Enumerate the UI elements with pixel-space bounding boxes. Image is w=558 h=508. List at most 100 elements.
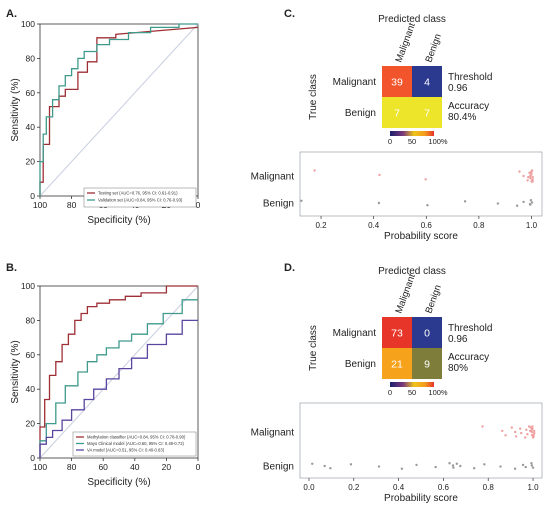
malignant-point — [313, 169, 316, 172]
malignant-point — [481, 425, 484, 428]
strip-category-label: Benign — [263, 199, 294, 210]
x-tick-label: 40 — [130, 462, 140, 472]
benign-point — [311, 462, 314, 465]
strip-x-tick-label: 0.4 — [368, 221, 380, 230]
strip-category-label: Malignant — [251, 172, 295, 183]
benign-point — [483, 463, 486, 466]
benign-point — [459, 464, 462, 468]
threshold-value: 0.96 — [448, 83, 468, 94]
strip-x-tick-label: 1.0 — [526, 221, 538, 230]
y-tick-label: 60 — [26, 88, 36, 98]
cm-cell — [382, 317, 412, 348]
cm-y-axis-label: True class — [308, 325, 319, 371]
strip-frame — [299, 402, 543, 479]
benign-point — [434, 465, 437, 469]
x-tick-label: 80 — [67, 200, 77, 210]
strip-x-tick-label: 0.8 — [473, 221, 485, 230]
colorbar — [390, 131, 434, 136]
malignant-point — [514, 435, 518, 438]
accuracy-value: 80.4% — [448, 112, 476, 123]
cm-column-label: Malignant — [393, 21, 418, 64]
threshold-label: Threshold — [448, 72, 492, 83]
benign-point — [529, 203, 532, 206]
colorbar-tick-label: 50 — [408, 137, 416, 146]
benign-point — [426, 204, 429, 207]
benign-point — [329, 467, 332, 470]
roc-series-line-1 — [39, 299, 198, 458]
threshold-value: 0.96 — [448, 334, 468, 345]
cm-row-label: Benign — [345, 108, 376, 119]
y-tick-label: 40 — [26, 384, 36, 394]
colorbar-tick-label: 50 — [408, 388, 416, 397]
cm-cell-value: 7 — [394, 108, 400, 120]
benign-point — [455, 462, 459, 465]
benign-point — [496, 202, 500, 205]
x-tick-label: 20 — [162, 462, 172, 472]
y-tick-label: 40 — [26, 122, 36, 132]
malignant-point — [424, 178, 427, 181]
legend-entry: Validation set (AUC=0.84, 95% CI: 0.76-0… — [98, 198, 183, 203]
cm-cell — [412, 97, 442, 128]
strip-x-tick-label: 0.4 — [393, 483, 405, 492]
benign-point — [529, 199, 533, 202]
malignant-point — [526, 179, 529, 182]
malignant-point — [520, 431, 523, 435]
cm-row-label: Malignant — [333, 77, 377, 88]
benign-point — [448, 462, 451, 465]
accuracy-value: 80% — [448, 363, 468, 374]
x-tick-label: 60 — [98, 462, 108, 472]
x-tick-label: 100 — [33, 462, 47, 472]
strip-x-tick-label: 1.0 — [527, 483, 539, 492]
cm-cell — [412, 66, 442, 97]
malignant-point — [530, 428, 534, 431]
cm-column-label: Benign — [423, 32, 443, 64]
malignant-point — [501, 429, 504, 433]
cm-column-label: Malignant — [393, 272, 418, 315]
y-tick-label: 20 — [26, 419, 36, 429]
cm-cell-value: 7 — [424, 108, 430, 120]
malignant-point — [530, 430, 534, 434]
colorbar-tick-label: 0 — [388, 388, 392, 397]
legend-entry: Methylation classifier (AUC=0.84, 95% CI… — [87, 435, 186, 440]
legend-box — [72, 431, 197, 457]
benign-point — [530, 464, 534, 467]
benign-point — [530, 201, 534, 204]
colorbar-tick-label: 100% — [428, 388, 448, 397]
malignant-point — [529, 177, 532, 180]
malignant-point — [530, 426, 534, 429]
strip-x-tick-label: 0.0 — [303, 483, 315, 492]
cm-cell — [412, 317, 442, 348]
malignant-point — [504, 434, 507, 437]
colorbar-tick-label: 0 — [388, 137, 392, 146]
benign-point — [524, 465, 527, 469]
malignant-point — [513, 430, 517, 434]
benign-point — [400, 467, 404, 470]
accuracy-label: Accuracy — [448, 101, 489, 112]
strip-plot-D-strip: Malignant Benign 0.0 0.2 0.4 0.6 0.8 1.0 Probabi… — [251, 402, 543, 504]
strip-plot-C-strip: Malignant Benign 0.2 0.4 0.6 0.8 1.0 Probabilit… — [251, 151, 543, 242]
strip-x-tick-label: 0.6 — [438, 483, 450, 492]
y-tick-label: 20 — [26, 157, 36, 167]
strip-x-tick-label: 0.2 — [315, 221, 327, 230]
benign-point — [300, 199, 303, 202]
strip-x-tick-label: 0.8 — [483, 483, 495, 492]
x-tick-label: 0 — [196, 200, 201, 210]
malignant-point — [529, 171, 533, 174]
strip-x-axis-label: Probability score — [384, 493, 458, 504]
cm-y-axis-label: True class — [308, 74, 319, 120]
benign-point — [349, 463, 353, 466]
cm-cell — [412, 348, 442, 379]
cm-cell-value: 9 — [424, 359, 430, 371]
benign-point — [515, 204, 519, 207]
benign-point — [513, 467, 517, 470]
cm-row-label: Malignant — [333, 328, 377, 339]
benign-point — [377, 465, 381, 468]
legend-box — [83, 187, 197, 208]
malignant-point — [510, 426, 514, 429]
cm-cell-value: 73 — [391, 328, 403, 340]
x-tick-label: 100 — [33, 200, 47, 210]
malignant-point — [518, 427, 522, 430]
